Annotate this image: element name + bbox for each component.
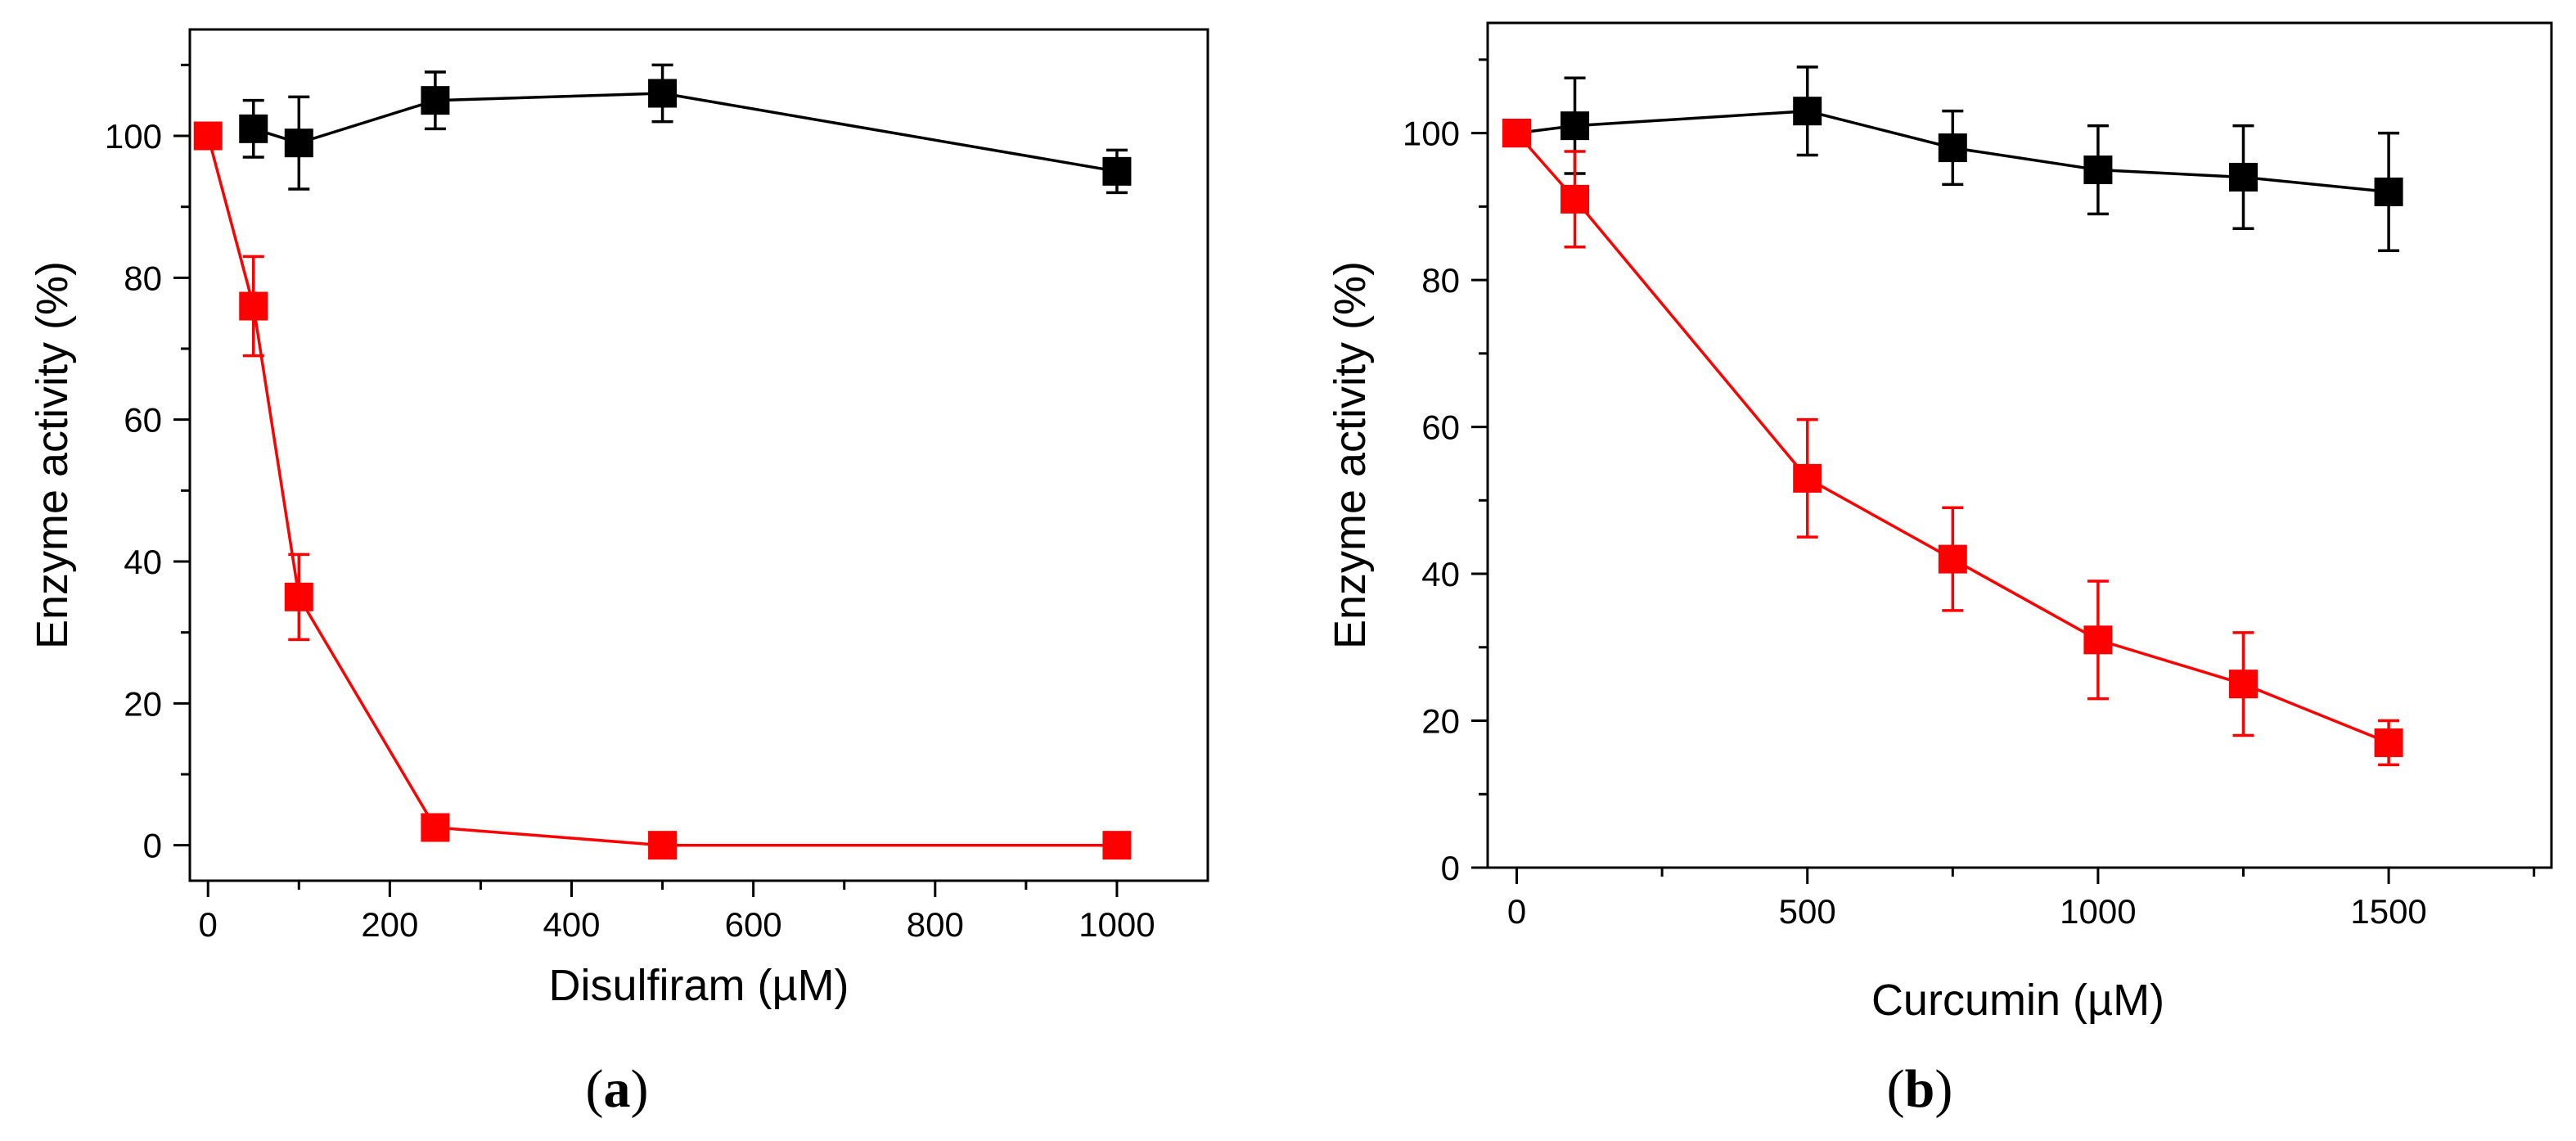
series-line-control	[253, 92, 1118, 174]
panel-label-letter: a	[604, 1059, 631, 1119]
y-tick-label: 80	[1421, 261, 1460, 300]
data-point-treated	[2228, 670, 2258, 699]
data-point-treated	[1938, 544, 1967, 574]
data-point-control	[1793, 97, 1822, 126]
y-tick-label: 80	[124, 259, 162, 297]
chart-panel-b: 0 500 1000 1500 0 20 40 60 80 100 Curcumin (µM) E…	[1326, 21, 2553, 1119]
x-tick-label: 0	[199, 905, 218, 944]
data-point-treated	[284, 582, 313, 611]
data-point-treated	[193, 121, 223, 151]
panel-label-b: (b)	[1887, 1059, 1953, 1119]
x-tick-label: 600	[725, 905, 782, 944]
x-tick-label: 1000	[1079, 905, 1155, 944]
data-point-control	[239, 114, 268, 143]
data-point-treated	[1502, 119, 1532, 148]
data-point-treated	[2374, 728, 2403, 757]
data-point-control	[648, 79, 678, 108]
axis-ticks: 0 200 400 600 800 1000 0 20 40 60 80 100	[105, 63, 1155, 944]
data-point-control	[284, 129, 313, 158]
data-point-treated	[1102, 831, 1132, 860]
data-point-treated	[421, 813, 450, 842]
data-point-control	[2228, 162, 2258, 192]
series-line-treated	[206, 135, 1117, 847]
series-line-treated	[1515, 132, 2389, 745]
panel-label-open: (	[586, 1059, 604, 1119]
y-tick-label: 0	[1441, 849, 1460, 887]
panel-label-a: (a)	[586, 1059, 649, 1119]
panel-label-letter: b	[1905, 1059, 1935, 1119]
chart-panel-a: 0 200 400 600 800 1000 0 20 40 60 80 100 Disulfiram…	[28, 28, 1209, 1119]
plot-area-frame	[188, 28, 1209, 882]
y-tick-label: 20	[1421, 702, 1460, 741]
x-tick-label: 500	[1779, 892, 1836, 931]
data-point-control	[421, 86, 450, 115]
y-tick-label: 100	[1403, 115, 1460, 153]
y-tick-label: 20	[124, 684, 162, 723]
data-point-control	[2374, 177, 2403, 206]
data-point-control	[2083, 155, 2113, 184]
x-tick-label: 1500	[2350, 892, 2426, 931]
x-axis-label: Disulfiram (µM)	[548, 961, 849, 1010]
data-point-treated	[1560, 184, 1590, 214]
data-point-treated	[648, 831, 678, 860]
panel-label-close: )	[631, 1059, 649, 1119]
x-tick-label: 1000	[2060, 892, 2136, 931]
data-point-control	[1560, 111, 1590, 141]
panel-label-close: )	[1934, 1059, 1952, 1119]
series-layer	[1502, 65, 2403, 767]
data-point-control	[1102, 156, 1132, 186]
y-tick-label: 100	[105, 117, 162, 156]
y-tick-label: 40	[124, 543, 162, 581]
y-tick-label: 60	[124, 401, 162, 440]
data-point-treated	[239, 291, 268, 321]
y-tick-label: 60	[1421, 408, 1460, 447]
y-axis-label: Enzyme activity (%)	[1326, 261, 1375, 649]
plot-area-frame	[1486, 21, 2553, 869]
x-tick-label: 800	[907, 905, 964, 944]
y-tick-label: 0	[143, 827, 162, 865]
series-layer	[193, 63, 1132, 860]
y-axis-label: Enzyme activity (%)	[28, 261, 77, 649]
y-tick-label: 40	[1421, 555, 1460, 593]
data-point-control	[1938, 133, 1967, 163]
x-axis-label: Curcumin (µM)	[1871, 976, 2164, 1025]
x-tick-label: 0	[1507, 892, 1526, 931]
axis-ticks: 0 500 1000 1500 0 20 40 60 80 100	[1403, 58, 2536, 931]
data-point-treated	[1793, 463, 1822, 493]
x-tick-label: 400	[543, 905, 600, 944]
panel-label-open: (	[1887, 1059, 1905, 1119]
x-tick-label: 200	[361, 905, 418, 944]
data-point-treated	[2083, 625, 2113, 655]
